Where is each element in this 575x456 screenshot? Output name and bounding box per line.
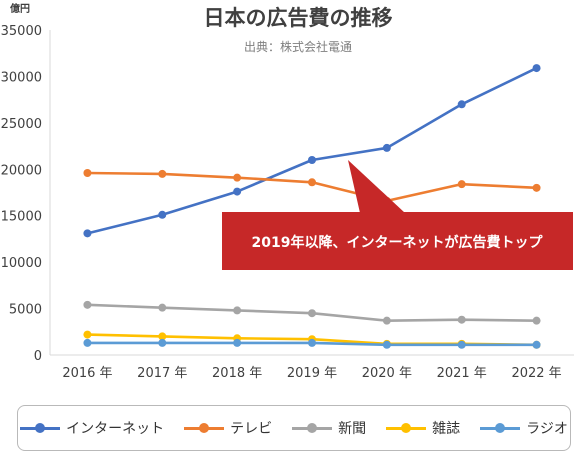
data-point bbox=[83, 300, 92, 309]
data-point bbox=[457, 315, 466, 324]
legend-label: 雑誌 bbox=[432, 421, 461, 437]
legend-label: 新聞 bbox=[338, 421, 367, 437]
chart-title: 日本の広告費の推移 bbox=[204, 6, 393, 30]
data-point bbox=[532, 64, 541, 73]
data-point bbox=[382, 143, 391, 152]
y-tick-label: 35000 bbox=[1, 24, 42, 39]
legend-item: インターネット bbox=[20, 418, 164, 438]
series-テレビ bbox=[83, 169, 541, 205]
data-point bbox=[233, 173, 242, 182]
data-point bbox=[532, 316, 541, 325]
data-point bbox=[158, 210, 167, 219]
data-point bbox=[382, 316, 391, 325]
legend-label: インターネット bbox=[66, 421, 165, 437]
legend-swatch bbox=[292, 422, 333, 434]
legend-label: ラジオ bbox=[526, 421, 568, 437]
series-line bbox=[86, 171, 538, 203]
series-新聞 bbox=[83, 300, 541, 325]
x-tick-label: 2017 年 bbox=[137, 366, 187, 381]
legend-label: テレビ bbox=[230, 421, 273, 437]
y-tick-label: 5000 bbox=[9, 303, 42, 318]
data-point bbox=[83, 169, 92, 177]
data-point bbox=[233, 187, 242, 196]
data-point bbox=[83, 330, 92, 339]
legend: インターネット テレビ 新聞 雑誌 ラジオ bbox=[17, 405, 571, 451]
x-tick-label: 2019 年 bbox=[287, 366, 337, 381]
data-point bbox=[158, 338, 167, 347]
data-point bbox=[308, 178, 316, 187]
y-tick-label: 30000 bbox=[1, 70, 42, 85]
x-tick-label: 2022 年 bbox=[511, 366, 561, 381]
data-point bbox=[83, 338, 92, 347]
data-point bbox=[457, 100, 466, 109]
y-axis-unit-label: 億円 bbox=[10, 2, 30, 15]
x-tick-label: 2018 年 bbox=[212, 366, 262, 381]
legend-item: ラジオ bbox=[480, 418, 568, 438]
data-point bbox=[233, 338, 242, 347]
callout-text: 2019年以降、インターネットが広告費トップ bbox=[252, 234, 544, 251]
y-tick-label: 25000 bbox=[1, 117, 42, 132]
data-point bbox=[158, 303, 167, 312]
data-point bbox=[532, 183, 541, 192]
legend-item: 雑誌 bbox=[386, 418, 460, 438]
data-point bbox=[457, 340, 466, 349]
legend-item: テレビ bbox=[184, 418, 272, 438]
legend-swatch bbox=[480, 422, 521, 434]
x-tick-label: 2020 年 bbox=[362, 366, 412, 381]
y-tick-label: 0 bbox=[34, 349, 42, 364]
data-point bbox=[233, 306, 242, 315]
x-tick-label: 2021 年 bbox=[437, 366, 487, 381]
data-point bbox=[83, 229, 92, 238]
data-point bbox=[158, 169, 167, 178]
legend-swatch bbox=[386, 422, 427, 434]
data-point bbox=[457, 180, 466, 189]
chart-subtitle: 出典：株式会社電通 bbox=[244, 39, 352, 54]
series-line bbox=[86, 66, 538, 235]
callout-pointer bbox=[348, 160, 405, 213]
series-インターネット bbox=[83, 64, 541, 238]
data-point bbox=[158, 332, 167, 341]
data-point bbox=[532, 340, 541, 349]
legend-swatch bbox=[184, 422, 225, 434]
x-tick-label: 2016 年 bbox=[62, 366, 112, 381]
series-ラジオ bbox=[83, 338, 541, 349]
callout-box bbox=[222, 212, 573, 270]
data-point bbox=[308, 156, 316, 164]
legend-swatch bbox=[20, 422, 61, 434]
data-point bbox=[308, 338, 316, 347]
data-point bbox=[308, 309, 316, 318]
data-point bbox=[382, 340, 391, 349]
y-tick-label: 10000 bbox=[1, 256, 42, 271]
legend-item: 新聞 bbox=[292, 418, 366, 438]
y-tick-label: 15000 bbox=[1, 210, 42, 225]
y-tick-label: 20000 bbox=[1, 163, 42, 178]
